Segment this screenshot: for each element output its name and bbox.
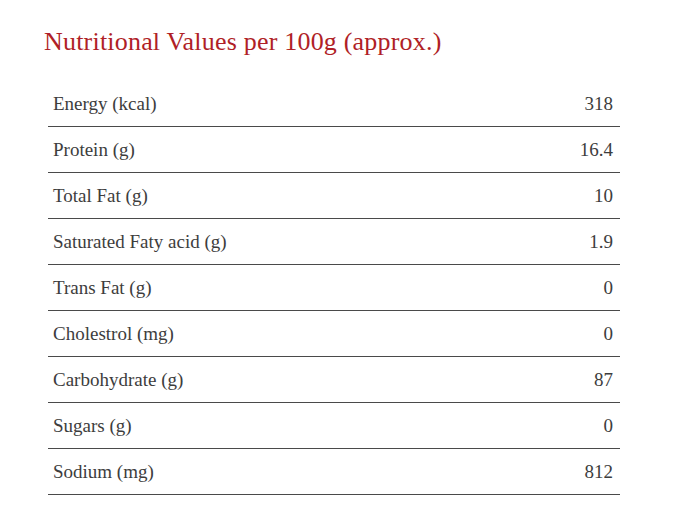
row-label: Trans Fat (g) [53, 277, 152, 299]
row-value: 318 [585, 93, 614, 115]
row-value: 16.4 [580, 139, 613, 161]
row-label: Saturated Faty acid (g) [53, 231, 227, 253]
table-row: Carbohydrate (g) 87 [48, 357, 620, 403]
table-row: Energy (kcal) 318 [48, 81, 620, 127]
row-label: Energy (kcal) [53, 93, 157, 115]
table-row: Sodium (mg) 812 [48, 449, 620, 495]
nutrition-facts-section: Nutritional Values per 100g (approx.) En… [0, 0, 683, 522]
table-row: Protein (g) 16.4 [48, 127, 620, 173]
table-row: Saturated Faty acid (g) 1.9 [48, 219, 620, 265]
row-label: Total Fat (g) [53, 185, 148, 207]
table-row: Total Fat (g) 10 [48, 173, 620, 219]
row-label: Sodium (mg) [53, 461, 154, 483]
row-label: Protein (g) [53, 139, 135, 161]
row-value: 1.9 [589, 231, 613, 253]
row-value: 0 [604, 277, 614, 299]
row-value: 87 [594, 369, 613, 391]
nutrition-table: Energy (kcal) 318 Protein (g) 16.4 Total Fat… [48, 81, 620, 495]
row-value: 812 [585, 461, 614, 483]
row-value: 10 [594, 185, 613, 207]
row-label: Sugars (g) [53, 415, 132, 437]
row-label: Cholestrol (mg) [53, 323, 174, 345]
row-value: 0 [604, 415, 614, 437]
table-row: Sugars (g) 0 [48, 403, 620, 449]
row-label: Carbohydrate (g) [53, 369, 183, 391]
page-title: Nutritional Values per 100g (approx.) [44, 26, 620, 58]
table-row: Cholestrol (mg) 0 [48, 311, 620, 357]
row-value: 0 [604, 323, 614, 345]
table-row: Trans Fat (g) 0 [48, 265, 620, 311]
